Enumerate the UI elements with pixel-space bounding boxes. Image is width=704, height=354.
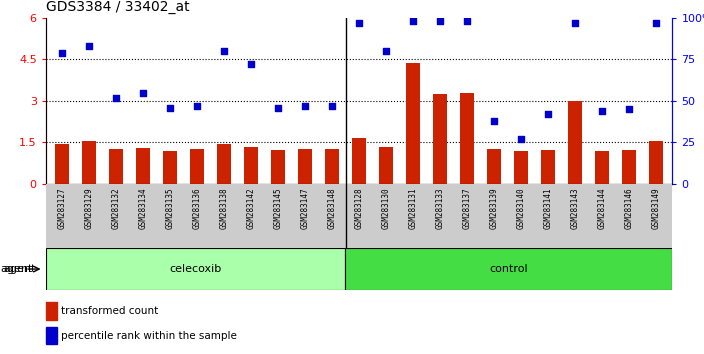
Text: agent: agent [4,264,36,274]
Point [111,95,122,101]
Bar [406,63,420,184]
Bar [487,149,501,184]
Point [191,103,203,109]
Point [380,48,391,54]
Text: GSM283140: GSM283140 [517,187,526,229]
Bar [649,141,663,184]
Bar [46,248,346,290]
Bar [352,138,366,184]
Bar [55,144,69,184]
Point [137,90,149,96]
Text: GSM283149: GSM283149 [652,187,660,229]
Point [299,103,310,109]
Point [515,136,527,142]
Point [596,108,608,114]
Point [56,50,68,56]
Point [434,18,446,24]
Text: GSM283145: GSM283145 [274,187,282,229]
Point [327,103,338,109]
Bar [109,149,122,184]
Text: GSM283141: GSM283141 [543,187,553,229]
Text: GSM283129: GSM283129 [84,187,94,229]
Text: agent: agent [0,264,32,274]
Text: GSM283133: GSM283133 [436,187,444,229]
Bar [46,302,57,320]
Text: GSM283143: GSM283143 [571,187,579,229]
Text: control: control [489,264,528,274]
Point [489,118,500,124]
Text: percentile rank within the sample: percentile rank within the sample [61,331,237,341]
Point [83,43,94,49]
Text: GSM283144: GSM283144 [598,187,607,229]
Text: GSM283131: GSM283131 [408,187,417,229]
Text: GSM283138: GSM283138 [220,187,229,229]
Bar [82,141,96,184]
Point [164,105,175,110]
Text: GSM283135: GSM283135 [165,187,175,229]
Point [650,20,662,25]
Point [543,112,554,117]
Point [624,106,635,112]
Bar [163,152,177,184]
Bar [271,150,285,184]
Text: GSM283136: GSM283136 [192,187,201,229]
Point [353,20,365,25]
Point [461,18,472,24]
Point [218,48,230,54]
Bar [298,149,312,184]
Point [570,20,581,25]
Bar [218,144,231,184]
Bar [460,93,474,184]
Bar [190,149,203,184]
Bar [568,101,582,184]
Text: transformed count: transformed count [61,306,158,316]
Text: GSM283130: GSM283130 [382,187,391,229]
Text: celecoxib: celecoxib [170,264,222,274]
Point [408,18,419,24]
Text: GSM283142: GSM283142 [246,187,256,229]
Bar [622,150,636,184]
Bar [433,94,447,184]
Bar [379,147,393,184]
Bar [596,152,609,184]
Text: GSM283132: GSM283132 [111,187,120,229]
Text: GSM283137: GSM283137 [463,187,472,229]
Text: GSM283148: GSM283148 [327,187,337,229]
Bar [541,150,555,184]
Bar [515,151,528,184]
Text: GSM283127: GSM283127 [58,187,66,229]
Bar [137,148,150,184]
Text: GSM283147: GSM283147 [301,187,310,229]
Text: GSM283128: GSM283128 [355,187,363,229]
Bar [325,149,339,184]
Bar [346,248,672,290]
Text: GDS3384 / 33402_at: GDS3384 / 33402_at [46,0,189,14]
Bar [244,147,258,184]
Text: GSM283139: GSM283139 [489,187,498,229]
Text: GSM283146: GSM283146 [624,187,634,229]
Point [246,62,257,67]
Bar [46,327,57,344]
Point [272,105,284,110]
Text: GSM283134: GSM283134 [139,187,147,229]
